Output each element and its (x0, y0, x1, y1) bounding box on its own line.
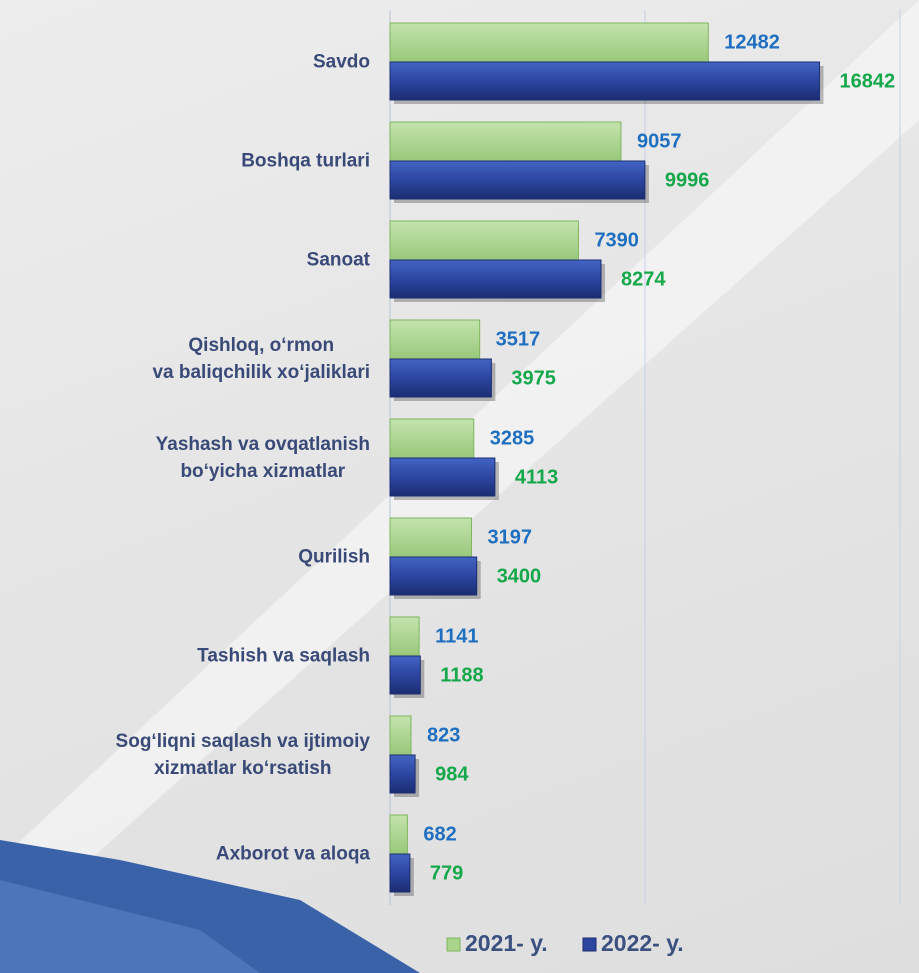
value-label: 779 (430, 862, 463, 884)
category-label: Savdo (312, 51, 370, 73)
category-label: Qishloq, o‘rmon va baliqchilik xo‘jalikl… (152, 335, 370, 383)
bar (389, 655, 421, 695)
value-label: 3517 (496, 328, 540, 350)
bar (389, 358, 492, 398)
value-label: 4113 (515, 466, 558, 488)
value-label: 3197 (488, 526, 533, 548)
value-label: 3400 (497, 565, 542, 587)
value-label: 3285 (490, 427, 534, 449)
category-label: Sanoat (306, 249, 370, 271)
legend-swatch (446, 937, 461, 952)
bar (389, 457, 496, 497)
category-label: Sog‘liqni saqlash va ijtimoiy xizmatlar … (115, 731, 370, 779)
value-label: 8274 (621, 268, 666, 290)
bar (389, 814, 408, 855)
value-label: 9996 (665, 169, 710, 191)
category-label: Axborot va aloqa (215, 843, 370, 865)
value-label: 3975 (511, 367, 556, 389)
bar (389, 616, 420, 657)
legend-swatch (582, 937, 597, 952)
value-label: 984 (435, 763, 469, 785)
bar (389, 754, 416, 794)
category-label: Boshqa turlari (241, 150, 370, 172)
category-label: Yashash va ovqatlanish bo‘yicha xizmatla… (155, 434, 370, 482)
legend-label: 2021- y. (465, 930, 548, 956)
bar (389, 517, 473, 558)
category-label: Tashish va saqlash (197, 645, 370, 667)
bar (389, 121, 622, 162)
value-label: 1141 (435, 625, 478, 647)
value-label: 12482 (724, 31, 780, 53)
bar (389, 259, 602, 299)
bar (389, 715, 412, 756)
value-label: 16842 (839, 70, 895, 92)
bar (389, 22, 709, 63)
bar (389, 61, 820, 101)
value-label: 682 (423, 823, 456, 845)
bar (389, 160, 646, 200)
bar (389, 556, 478, 596)
background-pattern (0, 880, 260, 973)
bar (389, 220, 579, 261)
legend-label: 2022- y. (601, 930, 684, 956)
category-label: Qurilish (298, 546, 370, 568)
bar (389, 853, 411, 893)
value-label: 7390 (594, 229, 639, 251)
value-label: 1188 (440, 664, 483, 686)
value-label: 9057 (637, 130, 682, 152)
value-label: 823 (427, 724, 460, 746)
bar (389, 319, 481, 360)
bar (389, 418, 475, 459)
